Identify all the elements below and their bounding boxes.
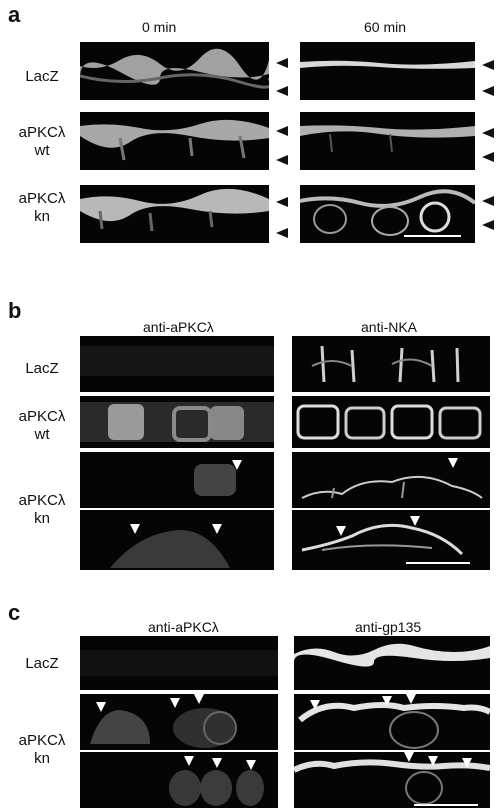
micrograph-c-kn1-apkc xyxy=(80,694,278,750)
arrowhead-icon xyxy=(404,752,414,762)
micrograph-b-lacz-nka xyxy=(292,336,490,392)
arrowhead-icon xyxy=(310,700,320,710)
basal-arrow xyxy=(276,86,288,96)
panel-b-row-kn-label: aPKCλ kn xyxy=(18,492,66,527)
arrowhead-icon xyxy=(428,756,438,766)
panel-a-row-lacz-label: LacZ xyxy=(25,68,59,85)
arrowhead-icon xyxy=(336,526,346,536)
panel-b-header-right: anti-NKA xyxy=(361,319,418,335)
panel-b-label: b xyxy=(8,298,22,323)
panel-b-row-wt-label: aPKCλ wt xyxy=(18,408,66,443)
arrowhead-icon xyxy=(130,524,140,534)
micrograph-a-kn-0min xyxy=(80,185,269,243)
micrograph-c-lacz-gp135 xyxy=(294,636,490,690)
micrograph-b-wt-apkc xyxy=(80,396,274,448)
micrograph-c-lacz-apkc xyxy=(80,636,278,690)
apical-arrow xyxy=(276,58,288,68)
panel-c-header-right: anti-gp135 xyxy=(355,619,422,635)
panel-a-header-left: 0 min xyxy=(142,19,177,35)
arrowhead-icon xyxy=(462,758,472,768)
micrograph-a-lacz-60min xyxy=(300,42,475,100)
panel-c-header-left: anti-aPKCλ xyxy=(148,619,219,635)
micrograph-a-wt-60min xyxy=(300,112,475,170)
micrograph-b-kn1-nka xyxy=(292,452,490,508)
arrowhead-icon xyxy=(212,524,222,534)
apical-arrow xyxy=(482,60,494,70)
arrowhead-icon xyxy=(246,760,256,770)
scale-bar xyxy=(414,804,478,806)
panel-b-row-lacz-label: LacZ xyxy=(25,360,59,377)
arrowhead-icon xyxy=(96,702,106,712)
scale-bar xyxy=(404,235,461,237)
arrowhead-icon xyxy=(382,696,392,706)
panel-a-row-wt-label: aPKCλ wt xyxy=(18,124,66,159)
scale-bar xyxy=(406,562,470,564)
micrograph-c-kn2-gp135 xyxy=(294,752,490,808)
panel-a-row-kn-label: aPKCλ kn xyxy=(18,190,66,225)
micrograph-c-kn1-gp135 xyxy=(294,694,490,750)
micrograph-b-lacz-apkc xyxy=(80,336,274,392)
arrowhead-icon xyxy=(170,698,180,708)
arrowhead-icon xyxy=(232,460,242,470)
micrograph-b-kn2-nka xyxy=(292,510,490,570)
basal-arrow xyxy=(276,228,288,238)
basal-arrow xyxy=(482,152,494,162)
micrograph-a-kn-60min xyxy=(300,185,475,243)
micrograph-b-wt-nka xyxy=(292,396,490,448)
apical-arrow xyxy=(482,196,494,206)
panel-a-label: a xyxy=(8,2,21,27)
arrowhead-icon xyxy=(406,694,416,704)
apical-arrow xyxy=(276,197,288,207)
apical-arrow xyxy=(276,126,288,136)
arrowhead-icon xyxy=(448,458,458,468)
panel-a-header-right: 60 min xyxy=(364,19,407,35)
basal-arrow xyxy=(482,220,494,230)
basal-arrow xyxy=(482,86,494,96)
arrowhead-icon xyxy=(184,756,194,766)
micrograph-a-wt-0min xyxy=(80,112,269,170)
panel-b-header-left: anti-aPKCλ xyxy=(143,319,214,335)
apical-arrow xyxy=(482,128,494,138)
micrograph-a-lacz-0min xyxy=(80,42,269,100)
panel-c-row-kn-label: aPKCλ kn xyxy=(18,732,66,767)
micrograph-b-kn2-apkc xyxy=(80,510,274,570)
basal-arrow xyxy=(276,155,288,165)
arrowhead-icon xyxy=(410,516,420,526)
micrograph-b-kn1-apkc xyxy=(80,452,274,508)
arrowhead-icon xyxy=(194,694,204,704)
micrograph-c-kn2-apkc xyxy=(80,752,278,808)
panel-c-row-lacz-label: LacZ xyxy=(25,655,59,672)
arrowhead-icon xyxy=(212,758,222,768)
panel-c-label: c xyxy=(8,600,21,625)
